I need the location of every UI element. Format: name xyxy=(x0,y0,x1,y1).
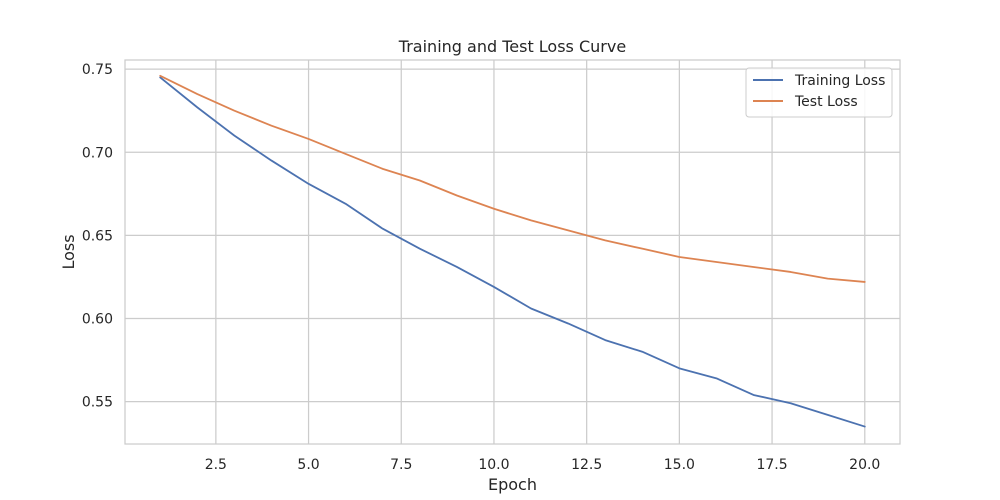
grid xyxy=(125,60,900,444)
y-tick-label: 0.60 xyxy=(82,311,113,327)
series-line-training-loss xyxy=(159,76,866,428)
x-tick-label: 5.0 xyxy=(297,457,319,473)
x-tick-label: 10.0 xyxy=(478,457,509,473)
y-axis-title: Loss xyxy=(59,234,78,269)
y-tick-label: 0.65 xyxy=(82,228,113,244)
legend-label-training-loss: Training Loss xyxy=(794,73,885,89)
x-tick-label: 12.5 xyxy=(571,457,602,473)
x-tick-labels: 2.5 5.0 7.5 10.0 12.5 15.0 17.5 20.0 xyxy=(205,457,881,473)
y-tick-label: 0.75 xyxy=(82,62,113,78)
y-tick-label: 0.55 xyxy=(82,395,113,411)
chart-title: Training and Test Loss Curve xyxy=(398,37,626,56)
legend: Training Loss Test Loss xyxy=(745,67,893,118)
x-tick-label: 2.5 xyxy=(205,457,227,473)
x-axis-title: Epoch xyxy=(488,475,537,494)
legend-label-test-loss: Test Loss xyxy=(794,94,858,110)
x-tick-label: 7.5 xyxy=(390,457,412,473)
y-tick-labels: 0.55 0.60 0.65 0.70 0.75 xyxy=(82,62,113,410)
series-line-test-loss xyxy=(159,74,866,283)
series-layer xyxy=(159,74,866,428)
plot-frame xyxy=(124,59,901,445)
x-tick-label: 17.5 xyxy=(756,457,787,473)
y-tick-label: 0.70 xyxy=(82,145,113,161)
x-tick-label: 20.0 xyxy=(849,457,880,473)
x-tick-label: 15.0 xyxy=(664,457,695,473)
